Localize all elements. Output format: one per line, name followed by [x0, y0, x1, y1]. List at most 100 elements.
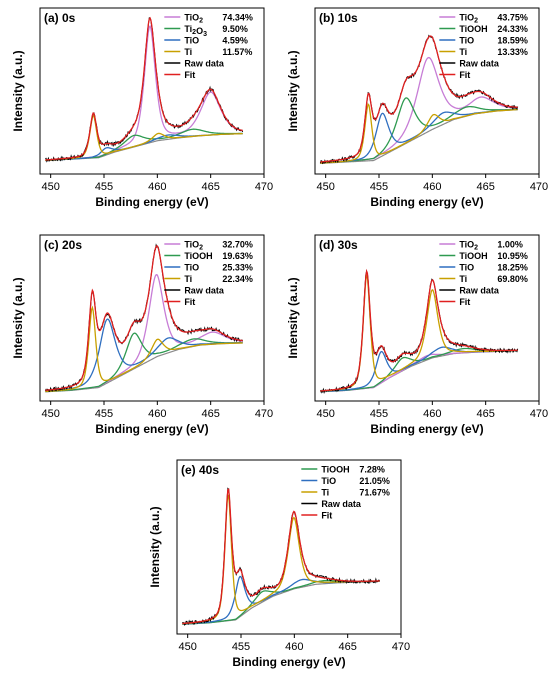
plot-frame	[176, 459, 402, 635]
legend-label: TiOOH	[459, 24, 487, 34]
raw-data-line	[45, 17, 244, 163]
legend-label: Fit	[459, 70, 470, 80]
panel-title: (a) 0s	[44, 11, 76, 25]
chart-panel-4: (e) 40s 450 455 460 465 470 Binding energy (eV…	[148, 459, 410, 669]
x-axis-title: Binding energy (eV)	[232, 655, 345, 669]
chart-panel-1: (b) 10s 450 455 460 465 470 Binding energy (eV…	[286, 7, 548, 209]
x-tick-label: 460	[285, 641, 303, 653]
x-tick-label: 470	[255, 408, 273, 420]
legend-label: Ti	[459, 47, 467, 57]
x-tick-label: 460	[423, 408, 441, 420]
x-tick-label: 455	[370, 181, 388, 193]
legend-label: TiO	[459, 263, 474, 273]
legend-label: TiO	[184, 263, 199, 273]
legend-value: 25.33%	[222, 263, 253, 273]
legend-label: Raw data	[321, 499, 362, 509]
plot-frame	[39, 7, 265, 175]
x-tick-label: 460	[148, 408, 166, 420]
legend-label: TiO	[321, 476, 336, 486]
legend-label: TiOOH	[321, 465, 349, 475]
x-tick-label: 470	[530, 408, 548, 420]
legend-value: 22.34%	[222, 274, 253, 284]
x-tick-label: 450	[178, 641, 196, 653]
x-tick-label: 450	[41, 181, 59, 193]
legend-label: Raw data	[184, 59, 225, 69]
legend-label: Raw data	[459, 286, 500, 296]
legend-label: TiOOH	[459, 251, 487, 261]
component-line	[45, 114, 243, 162]
panel-title: (b) 10s	[319, 11, 358, 25]
fit-line	[182, 488, 380, 625]
legend-label: TiO2	[459, 13, 478, 25]
x-tick-label: 455	[232, 641, 250, 653]
component-line	[320, 97, 518, 164]
x-tick-label: 455	[95, 181, 113, 193]
x-tick-label: 470	[255, 181, 273, 193]
y-axis-title: Intensity (a.u.)	[286, 50, 300, 131]
fit-line	[45, 16, 243, 161]
legend-value: 13.33%	[497, 47, 528, 57]
fit-line	[320, 35, 518, 163]
component-line	[45, 318, 243, 392]
panel-title: (c) 20s	[44, 238, 82, 252]
plot-frame	[314, 234, 540, 402]
legend-value: 10.95%	[497, 251, 528, 261]
legend-value: 69.80%	[497, 274, 528, 284]
x-tick-label: 465	[476, 408, 494, 420]
x-tick-label: 455	[370, 408, 388, 420]
legend-label: Raw data	[184, 286, 225, 296]
legend-value: 1.00%	[497, 240, 523, 250]
panel-title: (d) 30s	[319, 238, 358, 252]
x-axis-title: Binding energy (eV)	[370, 422, 483, 436]
legend-value: 32.70%	[222, 240, 253, 250]
x-tick-label: 465	[338, 641, 356, 653]
legend-value: 24.33%	[497, 24, 528, 34]
chart-panel-2: (c) 20s 450 455 460 465 470 Binding energy (eV…	[11, 234, 273, 436]
legend-label: TiO2	[184, 240, 203, 252]
component-line	[45, 305, 243, 393]
fit-line	[320, 268, 518, 392]
legend-value: 43.75%	[497, 13, 528, 23]
x-tick-label: 450	[41, 408, 59, 420]
background-line	[320, 109, 518, 164]
legend-value: 18.59%	[497, 36, 528, 46]
x-axis-title: Binding energy (eV)	[370, 195, 483, 209]
x-tick-label: 465	[476, 181, 494, 193]
legend-label: Ti	[184, 274, 192, 284]
x-axis-title: Binding energy (eV)	[95, 422, 208, 436]
legend-label: TiO2	[459, 240, 478, 252]
legend-value: 21.05%	[359, 476, 390, 486]
fit-line	[45, 244, 243, 391]
legend-label: Fit	[184, 297, 195, 307]
y-axis-title: Intensity (a.u.)	[286, 277, 300, 358]
legend-label: TiO	[459, 36, 474, 46]
component-line	[182, 494, 380, 625]
legend-label: TiO2	[184, 13, 203, 25]
panel-title: (e) 40s	[181, 463, 219, 477]
y-axis-title: Intensity (a.u.)	[11, 277, 25, 358]
x-tick-label: 470	[530, 181, 548, 193]
legend-value: 11.57%	[222, 47, 252, 57]
legend-value: 19.63%	[222, 251, 253, 261]
legend-value: 7.28%	[359, 465, 385, 475]
legend-label: Ti2O3	[184, 24, 207, 38]
component-line	[45, 24, 243, 161]
x-tick-label: 465	[201, 181, 219, 193]
plot-frame	[314, 7, 540, 175]
y-axis-title: Intensity (a.u.)	[148, 506, 162, 587]
raw-data-line	[44, 243, 244, 393]
component-line	[320, 274, 518, 392]
x-tick-label: 450	[316, 181, 334, 193]
x-tick-label: 455	[95, 408, 113, 420]
legend-label: TiO	[184, 36, 199, 46]
legend-label: Fit	[321, 511, 332, 521]
legend-label: Ti	[321, 488, 329, 498]
chart-panel-3: (d) 30s 450 455 460 465 470 Binding energy (eV…	[286, 234, 548, 436]
legend-label: Fit	[184, 70, 195, 80]
x-tick-label: 460	[148, 181, 166, 193]
x-axis-title: Binding energy (eV)	[95, 195, 208, 209]
legend-label: Fit	[459, 297, 470, 307]
x-tick-label: 450	[316, 408, 334, 420]
y-axis-title: Intensity (a.u.)	[11, 50, 25, 131]
